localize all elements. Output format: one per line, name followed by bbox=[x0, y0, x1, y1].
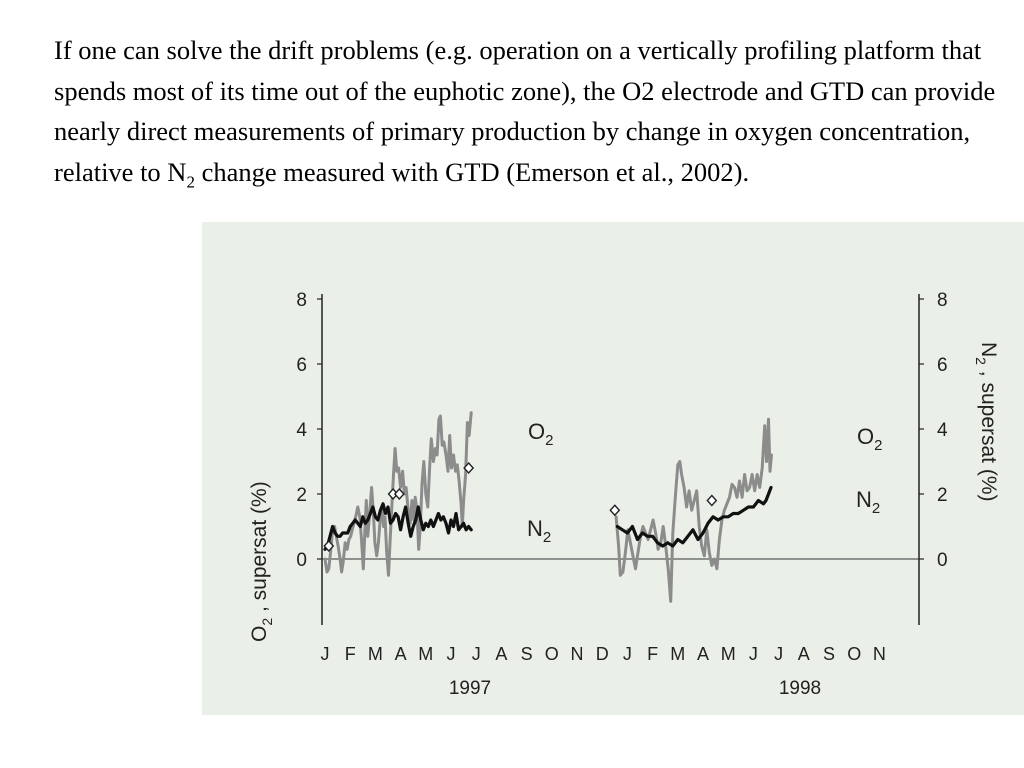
month-tick-label: J bbox=[447, 644, 456, 664]
discrete-points bbox=[323, 461, 718, 553]
month-tick-label: N bbox=[873, 644, 886, 664]
month-tick-label: M bbox=[368, 644, 383, 664]
discrete-point-marker bbox=[706, 494, 718, 507]
right-tick-label: 6 bbox=[937, 355, 948, 376]
month-tick-label: A bbox=[495, 644, 507, 664]
month-tick-label: O bbox=[545, 644, 559, 664]
series-label-o2-right: O2 bbox=[857, 424, 882, 454]
month-tick-label: M bbox=[670, 644, 685, 664]
month-tick-label: O bbox=[847, 644, 861, 664]
right-tick-label: 2 bbox=[937, 485, 948, 506]
month-tick-label: S bbox=[521, 644, 533, 664]
svg-text:O2: O2 bbox=[857, 424, 882, 454]
left-tick-label: 8 bbox=[296, 290, 307, 311]
month-tick-label: J bbox=[749, 644, 758, 664]
left-tick-label: 2 bbox=[296, 485, 307, 506]
month-tick-label: N bbox=[571, 644, 584, 664]
discrete-point-marker bbox=[609, 504, 621, 517]
month-tick-label: D bbox=[596, 644, 609, 664]
caption-paragraph: If one can solve the drift problems (e.g… bbox=[54, 30, 1014, 192]
month-tick-label: A bbox=[798, 644, 810, 664]
month-tick-label: M bbox=[721, 644, 736, 664]
svg-text:N2: N2 bbox=[527, 516, 551, 546]
series-line-o2 bbox=[323, 411, 473, 577]
month-tick-label: F bbox=[647, 644, 658, 664]
month-tick-label: S bbox=[823, 644, 835, 664]
left-axis: O2 , supersat (%) bbox=[248, 294, 323, 642]
series-label-o2: O2 bbox=[528, 419, 553, 449]
right-tick-label: 8 bbox=[937, 290, 948, 311]
discrete-point-marker bbox=[323, 539, 335, 553]
month-tick-label: A bbox=[697, 644, 709, 664]
year-label-1998: 1998 bbox=[779, 678, 821, 699]
left-tick-label: 6 bbox=[296, 355, 307, 376]
discrete-point-marker bbox=[393, 487, 405, 501]
month-tick-label: F bbox=[345, 644, 356, 664]
left-tick-labels: 8 6 4 2 0 bbox=[296, 290, 322, 571]
series-line-n2 bbox=[323, 502, 473, 551]
series-line-n2 bbox=[615, 485, 773, 548]
svg-text:N2: N2 bbox=[856, 487, 880, 517]
supersaturation-chart: O2 , supersat (%) N2 , supersat (%) 8 6 4 2… bbox=[248, 290, 1000, 699]
svg-text:O2: O2 bbox=[528, 419, 553, 449]
right-tick-label: 0 bbox=[937, 550, 948, 571]
series-label-n2: N2 bbox=[527, 516, 551, 546]
series-line-o2 bbox=[614, 417, 773, 603]
right-axis: N2 , supersat (%) bbox=[918, 294, 1000, 625]
caption-text-part1: If one can solve the drift problems (e.g… bbox=[54, 35, 996, 187]
month-tick-label: J bbox=[774, 644, 783, 664]
month-tick-label: A bbox=[395, 644, 407, 664]
right-axis-label: N2 , supersat (%) bbox=[973, 342, 1000, 502]
month-tick-label: J bbox=[321, 644, 330, 664]
left-tick-label: 0 bbox=[296, 550, 307, 571]
figure-panel: O2 , supersat (%) N2 , supersat (%) 8 6 4 2… bbox=[202, 222, 1024, 715]
series-label-n2-right: N2 bbox=[856, 487, 880, 517]
right-tick-label: 4 bbox=[937, 420, 948, 441]
left-tick-label: 4 bbox=[296, 420, 307, 441]
series-layer bbox=[323, 411, 773, 603]
month-tick-label: J bbox=[472, 644, 481, 664]
left-axis-label: O2 , supersat (%) bbox=[248, 481, 275, 642]
discrete-point-marker bbox=[463, 461, 475, 475]
right-tick-labels: 8 6 4 2 0 bbox=[919, 290, 948, 571]
caption-subscript: 2 bbox=[186, 171, 195, 191]
caption-text-part2: change measured with GTD (Emerson et al.… bbox=[194, 156, 750, 187]
year-label-1997: 1997 bbox=[449, 678, 491, 699]
month-tick-label: J bbox=[623, 644, 632, 664]
month-tick-label: M bbox=[418, 644, 433, 664]
